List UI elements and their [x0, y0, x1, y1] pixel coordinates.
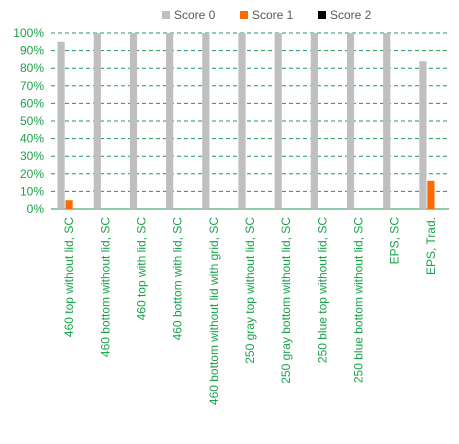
legend-swatch-0 — [162, 11, 170, 19]
x-tick-label: EPS, Trad. — [424, 217, 438, 275]
legend-swatch-2 — [318, 11, 326, 19]
x-tick-label: 250 gray bottom without lid, SC — [279, 217, 293, 384]
x-tick-label: 250 gray top without lid, SC — [243, 217, 257, 364]
bar-score-0 — [383, 33, 391, 209]
bar-score-0 — [274, 33, 282, 209]
x-tick-label: 460 top with lid, SC — [134, 217, 148, 321]
bar-score-0 — [202, 33, 210, 209]
y-tick-label: 50% — [20, 114, 44, 128]
x-tick-label: 460 bottom without lid with grid, SC — [207, 217, 221, 405]
y-tick-label: 10% — [20, 184, 44, 198]
legend: Score 0 Score 1 Score 2 — [162, 8, 372, 22]
bar-score-0 — [93, 33, 101, 209]
bar-score-1 — [427, 180, 435, 209]
y-tick-label: 20% — [20, 167, 44, 181]
bar-score-0 — [166, 33, 174, 209]
bars — [57, 33, 435, 209]
legend-label: Score 0 — [174, 8, 216, 22]
bar-score-0 — [57, 41, 65, 209]
x-tick-label: 250 blue top without lid, SC — [315, 217, 329, 363]
y-tick-label: 40% — [20, 132, 44, 146]
x-tick-label: EPS, SC — [388, 217, 402, 265]
bar-score-0 — [419, 61, 427, 209]
y-tick-label: 30% — [20, 149, 44, 163]
bar-score-0 — [238, 33, 246, 209]
bar-score-0 — [346, 33, 355, 209]
y-tick-label: 0% — [27, 202, 45, 216]
x-axis-tick-labels: 460 top without lid, SC 460 bottom withou… — [62, 217, 438, 405]
legend-swatch-1 — [240, 11, 248, 19]
y-tick-label: 80% — [20, 61, 44, 75]
legend-label: Score 1 — [252, 8, 294, 22]
x-tick-label: 460 top without lid, SC — [62, 217, 76, 337]
x-tick-label: 460 bottom without lid, SC — [98, 217, 112, 357]
bar-score-0 — [310, 33, 318, 209]
legend-label: Score 2 — [330, 8, 372, 22]
y-tick-label: 70% — [20, 79, 44, 93]
y-tick-label: 90% — [20, 44, 44, 58]
x-tick-label: 250 blue bottom without lid, SC — [352, 217, 366, 383]
x-tick-label: 460 bottom with lid, SC — [171, 217, 185, 341]
bar-score-0 — [129, 33, 138, 209]
bar-score-1 — [65, 200, 73, 209]
y-tick-label: 60% — [20, 96, 44, 110]
y-axis-tick-labels: 0% 10% 20% 30% 40% 50% 60% 70% 80% 90% 100% — [13, 26, 44, 216]
y-tick-label: 100% — [13, 26, 44, 40]
gridlines — [51, 32, 449, 210]
